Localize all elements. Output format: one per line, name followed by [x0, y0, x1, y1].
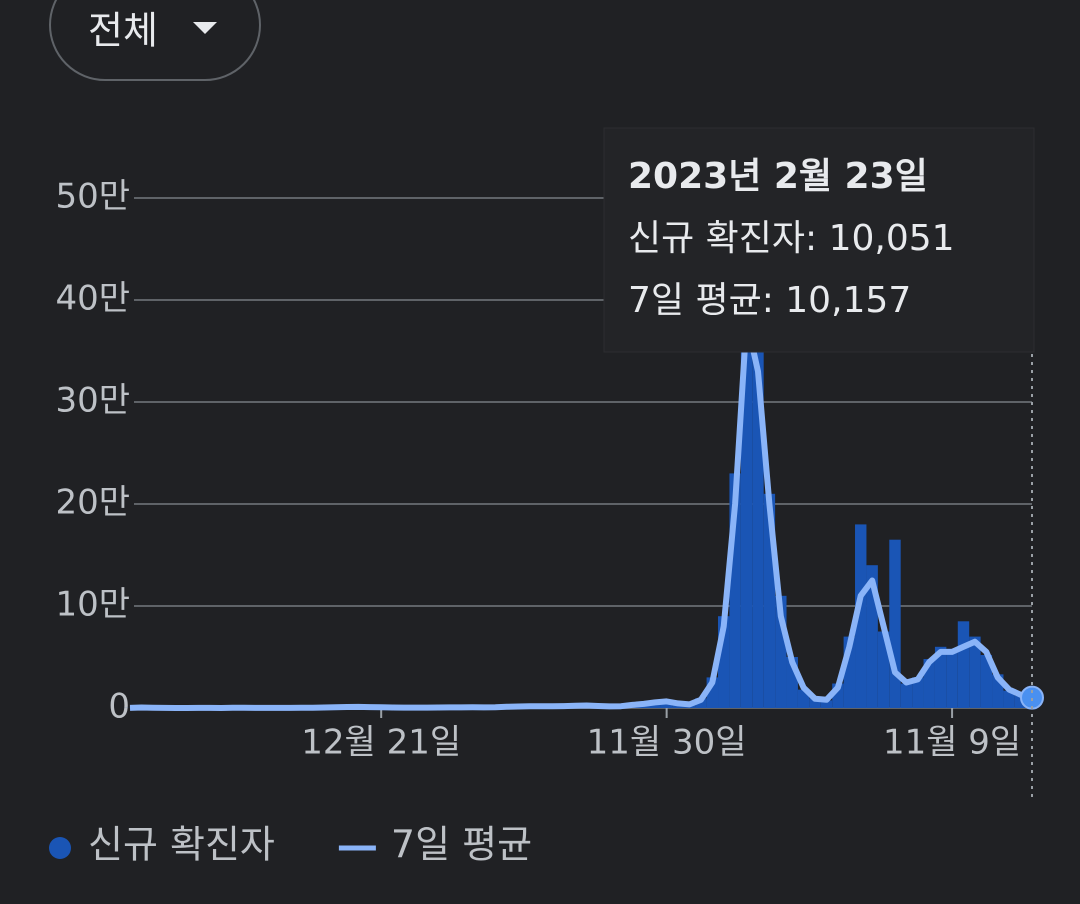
tooltip: 2023년 2월 23일 신규 확진자: 10,051 7일 평균: 10,15… [604, 128, 1034, 352]
dropdown[interactable]: 전체 [50, 0, 260, 80]
bar [889, 540, 900, 708]
bar [958, 621, 969, 708]
x-tick-label: 11월 9일 [883, 723, 1021, 763]
y-tick-label: 0 [108, 687, 130, 727]
bar [946, 649, 957, 708]
y-tick-label: 50만 [55, 177, 130, 217]
tooltip-line: 신규 확진자: 10,051 [628, 218, 955, 259]
y-tick-label: 10만 [55, 585, 130, 625]
legend-label: 7일 평균 [391, 823, 532, 867]
bar [901, 684, 912, 708]
legend-marker [49, 837, 71, 859]
x-tick-label: 12월 21일 [301, 723, 461, 763]
y-tick-label: 40만 [55, 279, 130, 319]
dropdown-label[interactable]: 전체 [88, 9, 158, 53]
dropdown-arrow[interactable] [193, 22, 217, 34]
y-tick-label: 30만 [55, 381, 130, 421]
tooltip-line: 7일 평균: 10,157 [628, 280, 911, 321]
tooltip-title: 2023년 2월 23일 [628, 156, 928, 197]
legend: 신규 확진자 7일 평균 [49, 823, 532, 867]
legend-label: 신규 확진자 [88, 823, 275, 867]
x-tick-label: 11월 30일 [587, 723, 747, 763]
y-tick-label: 20만 [55, 483, 130, 523]
hover-point [1021, 687, 1043, 709]
